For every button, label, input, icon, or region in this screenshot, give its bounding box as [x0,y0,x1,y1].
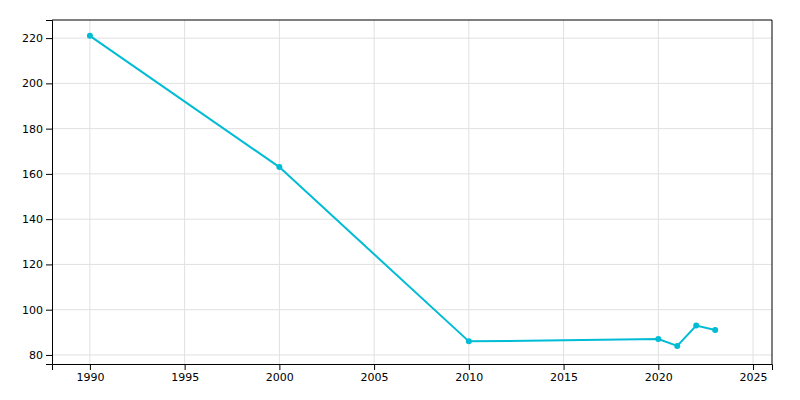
grid [52,20,772,364]
x-tick-label: 2005 [361,371,389,384]
point [693,323,699,329]
line [90,36,715,346]
x-tick: 2020 [645,364,673,384]
chart-container: 1990 1995 2000 2005 2010 2015 2020 2025 80 100 120… [0,0,800,400]
y-tick-mark [46,310,52,311]
x-tick: 2010 [455,364,483,384]
x-tick: 2015 [550,364,578,384]
point [276,164,282,170]
point [655,336,661,342]
y-tick-mark [46,174,52,175]
grid-line-y [52,354,772,355]
grid-line-x [374,20,375,364]
grid-line-x [279,20,280,364]
x-tick-label: 2010 [455,371,483,384]
grid-line-y [52,128,772,129]
grid-line-y [52,173,772,174]
grid-line-y [52,264,772,265]
frame-right [772,20,773,364]
y-tick: 100 [22,304,52,317]
y-tick: 200 [22,77,52,90]
y-axis-line [46,21,53,365]
x-tick-label: 1990 [76,371,104,384]
x-tick-label: 2020 [645,371,673,384]
y-tick-label: 100 [22,304,43,317]
x-tick: 1990 [76,364,104,384]
y-tick-mark [46,38,52,39]
y-tick: 180 [22,123,52,136]
y-tick: 160 [22,168,52,181]
grid-line-y [52,38,772,39]
x-tick: 2005 [361,364,389,384]
y-tick: 220 [22,32,52,45]
y-tick-label: 160 [22,168,43,181]
frame-top [52,20,772,21]
x-tick-mark [90,364,91,370]
y-tick-mark [46,83,52,84]
grid-line-x [184,20,185,364]
grid-line-y [52,309,772,310]
y-tick-label: 220 [22,32,43,45]
x-axis-line [53,365,773,371]
y-tick-mark [46,264,52,265]
grid-line-x [89,20,90,364]
y-tick-mark [46,129,52,130]
plot-area [87,33,718,349]
point [712,327,718,333]
y-tick-label: 180 [22,123,43,136]
y-tick-label: 140 [22,213,43,226]
y-tick-mark [46,355,52,356]
point [466,338,472,344]
x-tick-mark [564,364,565,370]
x-tick-mark [753,364,754,370]
x-tick: 2000 [266,364,294,384]
y-tick: 80 [29,349,52,362]
x-tick-label: 2025 [740,371,768,384]
x-tick-mark [658,364,659,370]
x-tick-mark [469,364,470,370]
x-tick-mark [185,364,186,370]
chart-svg: 1990 1995 2000 2005 2010 2015 2020 2025 80 100 120… [0,0,800,400]
x-tick-label: 2015 [550,371,578,384]
y-tick: 120 [22,258,52,271]
y-tick: 140 [22,213,52,226]
x-tick: 2025 [740,364,768,384]
y-axis: 80 100 120 140 160 180 200 220 [22,21,53,365]
grid-line-x [468,20,469,364]
grid-line-x [658,20,659,364]
point [87,33,93,39]
y-tick-label: 120 [22,258,43,271]
y-tick-label: 200 [22,77,43,90]
grid-line-x [563,20,564,364]
point [674,343,680,349]
x-tick-label: 1995 [171,371,199,384]
grid-line-x [753,20,754,364]
x-tick-label: 2000 [266,371,294,384]
grid-line-y [52,219,772,220]
x-tick-mark [374,364,375,370]
y-tick-label: 80 [29,349,43,362]
x-axis: 1990 1995 2000 2005 2010 2015 2020 2025 [53,364,773,384]
y-tick-mark [46,219,52,220]
x-tick-mark [279,364,280,370]
x-tick: 1995 [171,364,199,384]
